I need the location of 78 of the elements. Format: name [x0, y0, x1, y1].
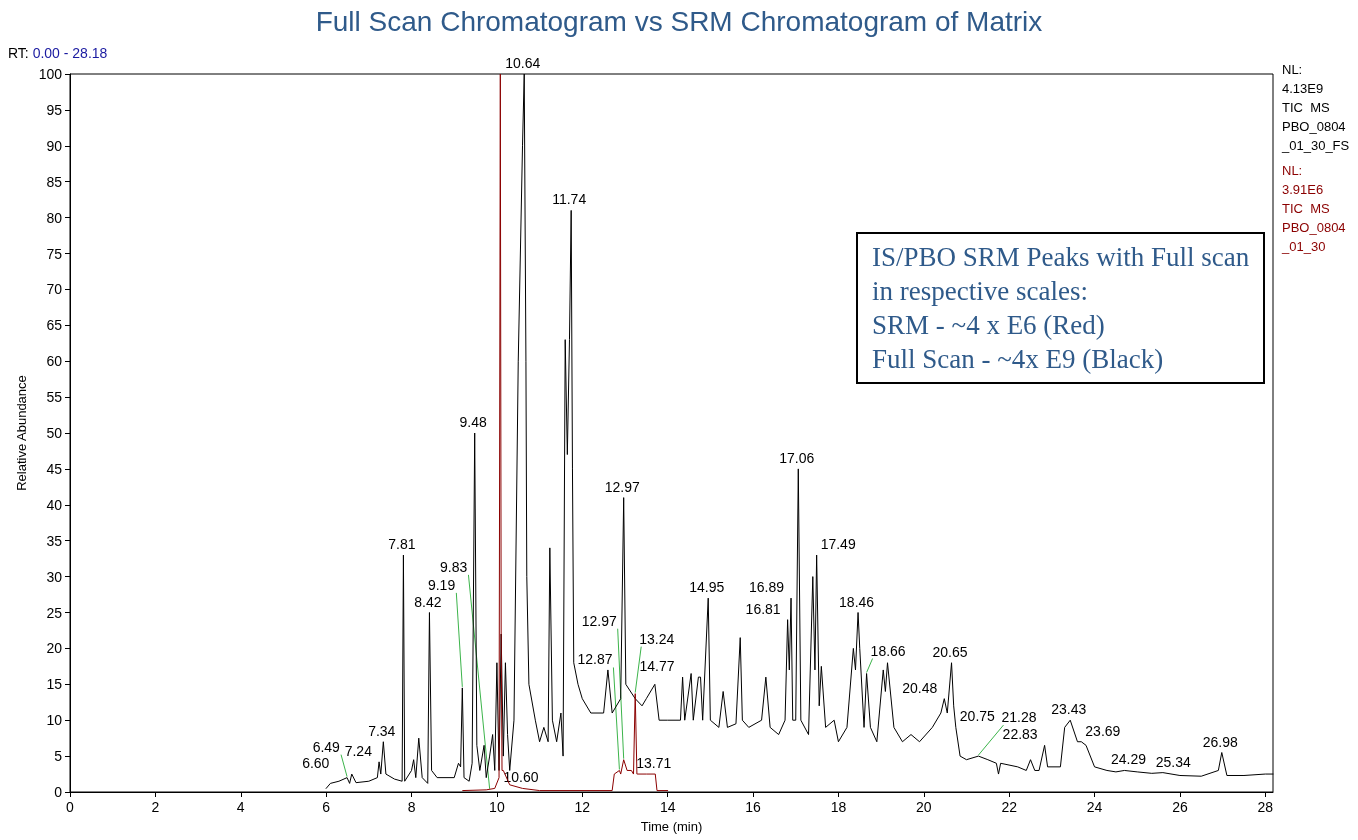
x-tick-label: 24: [1086, 799, 1103, 815]
x-tick-label: 20: [916, 799, 932, 815]
annotation: 10.60: [503, 769, 539, 786]
chart-title: Full Scan Chromatogram vs SRM Chromatogram of Matrix: [315, 5, 1043, 37]
annotation: IS/PBO SRM Peaks with Full scan in respective scales: SRM - ~4 x E6 (Red) Full Scan - ~4x E9 (Black): [856, 232, 1266, 384]
annotation: 23.69: [1085, 722, 1121, 739]
x-tick-label: 12: [574, 799, 591, 815]
x-tick-label: 14: [659, 799, 676, 815]
y-tick-label: 15: [46, 676, 63, 693]
annotation: 10.64: [505, 55, 541, 71]
y-tick-label: 45: [46, 460, 63, 477]
y-tick-label: 55: [46, 389, 63, 406]
annotation: 18.66: [870, 642, 906, 659]
y-tick-label: 80: [46, 209, 63, 226]
annotation: 12.97: [604, 478, 640, 495]
y-tick-label: 40: [46, 496, 63, 513]
y-tick-label: 100: [38, 66, 63, 82]
annotation: 25.34: [1155, 754, 1192, 771]
x-tick-label: 2: [151, 799, 160, 815]
annotation: 22.83: [1002, 726, 1038, 743]
annotation: 9.48: [459, 414, 487, 430]
x-tick-label: 8: [407, 799, 416, 815]
y-tick-label: 90: [46, 137, 63, 154]
annotation: 11.74: [552, 191, 587, 208]
annotation: 6.49: [312, 738, 341, 755]
y-tick-label: 0: [54, 784, 63, 800]
y-tick-label: 60: [46, 353, 63, 370]
y-tick-label: 10: [46, 712, 63, 729]
annotation: 8.42: [414, 593, 442, 610]
y-tick-label: 95: [46, 101, 63, 118]
annotation: 7.24: [344, 742, 373, 759]
x-tick-label: 4: [236, 799, 245, 815]
annotation: 13.24: [639, 630, 675, 647]
annotation: 12.87: [577, 651, 613, 668]
annotation: 18.46: [839, 593, 875, 610]
annotation: 16.81: [745, 600, 781, 617]
x-axis-title: Time (min): [640, 819, 703, 834]
x-tick-label: 10: [489, 799, 505, 815]
text: NL: 3.91E6 TIC MS PBO_0804 _01_30: [1281, 163, 1346, 254]
x-tick-label: 26: [1172, 799, 1188, 815]
annotation: 23.43: [1051, 701, 1087, 718]
y-tick-label: 30: [46, 568, 63, 585]
annotation: 17.06: [779, 449, 815, 466]
x-tick-label: 22: [1001, 799, 1018, 815]
y-tick-label: 70: [46, 281, 63, 298]
annotation: 17.49: [820, 536, 856, 553]
annotation: 20.48: [902, 679, 938, 696]
annotation: 7.81: [388, 536, 416, 553]
x-tick-label: 18: [830, 799, 847, 815]
text: NL: 4.13E9 TIC MS PBO_0804 _01_30_FS: [1281, 62, 1350, 153]
y-axis-title: Relative Abundance: [13, 375, 29, 491]
annotation: 13.71: [636, 755, 672, 772]
y-tick-label: 50: [46, 425, 63, 441]
x-tick-label: 0: [66, 799, 75, 815]
y-tick-label: 75: [46, 245, 63, 262]
y-tick-label: 5: [54, 748, 63, 765]
annotation: 9.19: [427, 576, 456, 593]
y-tick-label: 85: [46, 173, 63, 190]
annotation: 20.75: [959, 708, 996, 725]
x-tick-label: 6: [322, 799, 331, 815]
annotation: 9.83: [440, 558, 468, 575]
y-tick-label: 65: [46, 317, 63, 334]
y-tick-label: 35: [46, 532, 63, 549]
annotation: 20.65: [932, 643, 968, 660]
text: RT: 0.00 - 28.18: [8, 45, 108, 61]
y-tick-label: 25: [46, 604, 63, 621]
annotation: 12.97: [581, 612, 617, 629]
x-tick-label: 16: [745, 799, 762, 815]
annotation: 16.89: [749, 579, 785, 596]
annotation: 24.29: [1110, 751, 1147, 768]
annotation: 21.28: [1001, 709, 1037, 726]
y-tick-label: 20: [46, 640, 63, 657]
annotation: 7.34: [368, 722, 396, 739]
x-tick-label: 28: [1257, 799, 1274, 815]
annotation: 14.77: [639, 658, 675, 675]
annotation: 14.95: [689, 579, 725, 596]
annotation: 6.60: [302, 755, 330, 772]
annotation: 26.98: [1202, 733, 1239, 750]
